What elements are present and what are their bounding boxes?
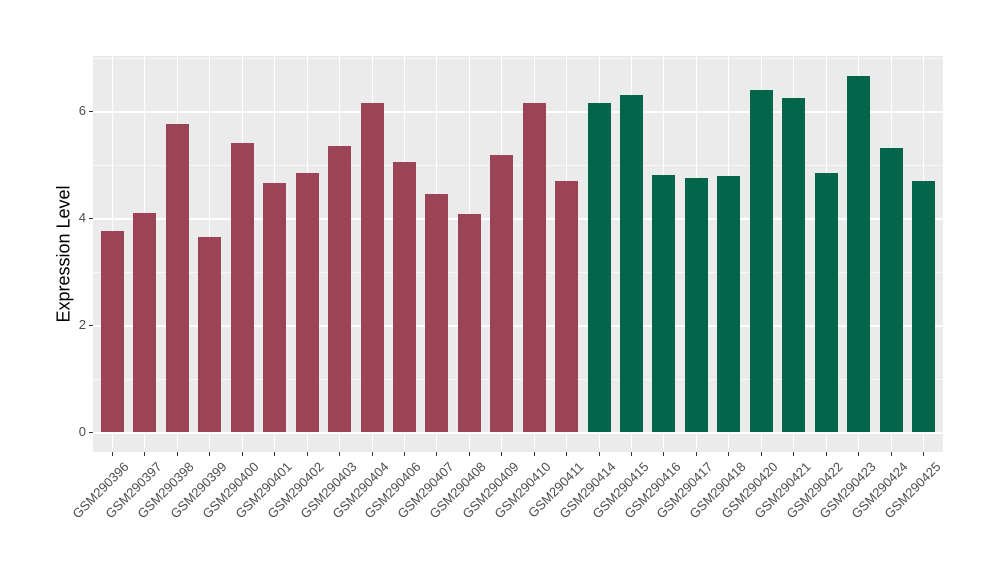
x-tick-mark xyxy=(566,452,568,456)
gridline-minor xyxy=(93,271,943,273)
x-tick-mark xyxy=(371,452,373,456)
x-tick-mark xyxy=(760,452,762,456)
plot-panel xyxy=(93,56,943,452)
x-tick-mark xyxy=(890,452,892,456)
bar-GSM290408 xyxy=(457,213,481,432)
bar-GSM290409 xyxy=(490,154,514,432)
gridline-major xyxy=(93,110,943,113)
x-tick-mark xyxy=(274,452,276,456)
x-tick-mark xyxy=(598,452,600,456)
x-tick-mark xyxy=(631,452,633,456)
bar-GSM290402 xyxy=(295,172,319,432)
bar-GSM290403 xyxy=(328,145,352,432)
x-tick-mark xyxy=(241,452,243,456)
x-tick-mark xyxy=(663,452,665,456)
bar-GSM290424 xyxy=(879,148,903,432)
bar-GSM290407 xyxy=(425,193,449,432)
bar-GSM290415 xyxy=(620,94,644,432)
bar-GSM290418 xyxy=(717,176,741,432)
bar-GSM290396 xyxy=(100,231,124,432)
bar-GSM290411 xyxy=(555,180,579,432)
bar-GSM290397 xyxy=(133,212,157,432)
bar-GSM290410 xyxy=(522,102,546,432)
bar-GSM290400 xyxy=(230,143,254,432)
y-tick-label: 6 xyxy=(78,103,86,118)
x-tick-mark xyxy=(501,452,503,456)
y-axis-title: Expression Level xyxy=(53,185,74,323)
y-tick-label: 0 xyxy=(78,424,86,439)
bar-GSM290422 xyxy=(814,172,838,432)
bar-GSM290404 xyxy=(360,102,384,432)
bar-GSM290401 xyxy=(263,183,287,432)
bar-GSM290423 xyxy=(847,76,871,432)
x-tick-mark xyxy=(533,452,535,456)
x-tick-mark xyxy=(468,452,470,456)
bar-GSM290416 xyxy=(652,175,676,432)
x-tick-mark xyxy=(923,452,925,456)
x-tick-mark xyxy=(403,452,405,456)
y-tick-mark xyxy=(89,324,93,326)
gridline-major xyxy=(93,324,943,327)
gridline-minor xyxy=(93,164,943,166)
x-tick-mark xyxy=(209,452,211,456)
gridline-major xyxy=(93,217,943,220)
bar-GSM290417 xyxy=(684,177,708,432)
x-tick-mark xyxy=(339,452,341,456)
y-tick-mark xyxy=(89,110,93,112)
bar-GSM290414 xyxy=(587,102,611,432)
y-tick-label: 2 xyxy=(78,317,86,332)
gridline-major xyxy=(93,431,943,434)
x-tick-mark xyxy=(144,452,146,456)
gridline-minor xyxy=(93,57,943,59)
x-tick-mark xyxy=(728,452,730,456)
y-tick-mark xyxy=(89,431,93,433)
bar-GSM290425 xyxy=(912,180,936,432)
x-tick-mark xyxy=(111,452,113,456)
y-tick-mark xyxy=(89,217,93,219)
y-tick-label: 4 xyxy=(78,210,86,225)
bar-GSM290421 xyxy=(782,97,806,432)
x-tick-mark xyxy=(436,452,438,456)
x-tick-mark xyxy=(695,452,697,456)
x-tick-mark xyxy=(306,452,308,456)
bar-GSM290406 xyxy=(392,161,416,432)
gridline-minor xyxy=(93,378,943,380)
bar-GSM290420 xyxy=(749,89,773,432)
x-tick-mark xyxy=(793,452,795,456)
bar-GSM290398 xyxy=(165,124,189,432)
x-tick-mark xyxy=(176,452,178,456)
bar-GSM290399 xyxy=(198,236,222,432)
x-tick-mark xyxy=(858,452,860,456)
x-tick-mark xyxy=(825,452,827,456)
